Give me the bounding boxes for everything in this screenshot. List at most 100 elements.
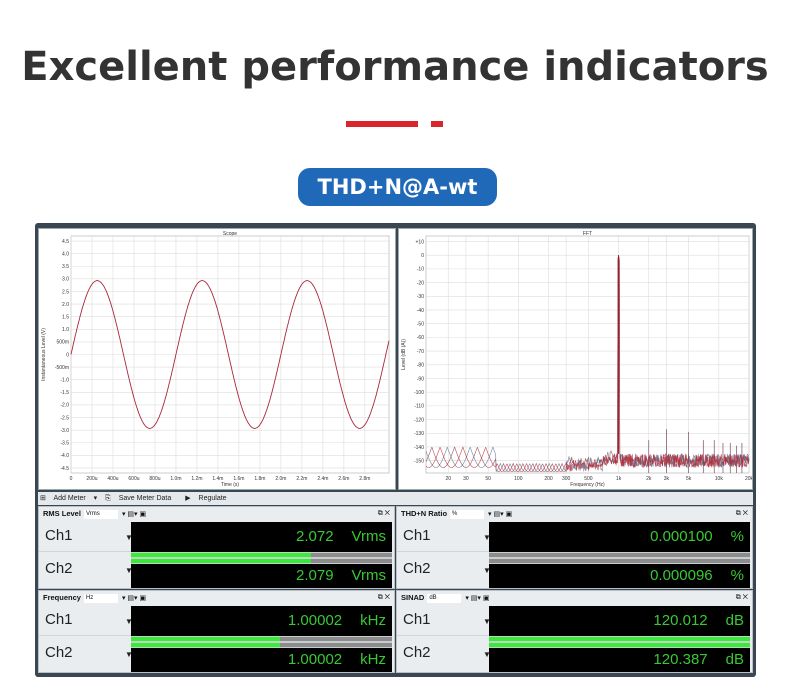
chart-title: Scope: [223, 231, 237, 237]
y-tick-label: 2.0: [62, 302, 69, 308]
regulate-button[interactable]: ▶ Regulate: [185, 495, 227, 502]
channel-dropdown[interactable]: ▼: [483, 566, 491, 575]
y-tick-label: -50: [417, 321, 424, 327]
x-tick-label: 1.2m: [191, 476, 202, 482]
meter-display-ch2: 120.387 dB: [489, 648, 750, 672]
x-tick-label: 300: [562, 476, 571, 482]
meter-display-ch2: 0.000096%: [489, 564, 750, 588]
x-tick-label: 1.8m: [254, 476, 265, 482]
x-tick-label: 20k: [745, 476, 752, 482]
close-icon[interactable]: ✕: [384, 594, 390, 601]
scope-graph[interactable]: Scope 0 200u 400u 600u 800u 1.0m 1.2m 1.4m 1.6m 1.…: [38, 228, 396, 490]
y-tick-label: -130: [414, 431, 424, 437]
x-tick-label: 5k: [686, 476, 692, 482]
channel-label: Ch2: [45, 560, 73, 577]
x-tick-label: 3k: [664, 476, 670, 482]
x-tick-label: 1.6m: [233, 476, 244, 482]
meter-bars: [489, 636, 750, 648]
y-tick-label: -2.0: [60, 403, 69, 409]
meter-toolbar: ⊞ Add Meter ▾ ⎘ Save Meter Data ▶ Regula…: [38, 492, 753, 505]
channel-dropdown[interactable]: ▼: [483, 533, 491, 542]
x-tick-label: 2.2m: [296, 476, 307, 482]
y-tick-label: -1.5: [60, 390, 69, 396]
popout-icon[interactable]: ⧉: [735, 594, 741, 601]
add-meter-button[interactable]: ⊞ Add Meter ▾: [40, 495, 98, 502]
channel-dropdown[interactable]: ▼: [125, 566, 133, 575]
unit-select[interactable]: Vrms: [83, 509, 118, 519]
meter-title: SINAD: [401, 593, 425, 602]
close-icon[interactable]: ✕: [742, 510, 748, 517]
meter-bars: [131, 636, 392, 648]
fft-graph[interactable]: FFT 20 30 50 100 200 300 500 1k 2k 3k 5k 10k 20k +10 0 -…: [398, 228, 754, 490]
meter-options-icon[interactable]: ▾ ▤▾ ▣: [488, 511, 513, 518]
y-tick-label: -3.5: [60, 441, 69, 447]
y-tick-label: 0: [421, 253, 424, 259]
x-tick-label: 100: [514, 476, 523, 482]
channel-dropdown[interactable]: ▼: [125, 650, 133, 659]
meter-options-icon[interactable]: ▾ ▤▾ ▣: [465, 595, 490, 602]
window-controls: ⧉ ✕: [736, 507, 748, 521]
unit-select[interactable]: %: [450, 509, 485, 519]
window-controls: ⧉ ✕: [378, 591, 390, 605]
channel-dropdown[interactable]: ▼: [483, 650, 491, 659]
close-icon[interactable]: ✕: [384, 510, 390, 517]
y-tick-label: -4.0: [60, 453, 69, 459]
meter-display-ch1: 1.00002 kHz: [131, 606, 392, 636]
meter-frequency: Frequency Hz ▾ ▤▾ ▣ ⧉ ✕ Ch1 ▼ Ch2 ▼ 1.00002…: [38, 590, 395, 673]
meter-options-icon[interactable]: ▾ ▤▾ ▣: [121, 511, 147, 518]
x-axis-label: Frequency (Hz): [570, 482, 605, 488]
channel-label: Ch2: [403, 644, 431, 661]
y-tick-label: -40: [417, 308, 424, 314]
meter-title: Frequency: [43, 593, 81, 602]
y-tick-label: -10: [417, 267, 424, 273]
level-bar-ch1: [131, 553, 392, 557]
popout-icon[interactable]: ⧉: [735, 510, 741, 517]
level-bar-ch1: [131, 637, 392, 641]
channel-label: Ch2: [45, 644, 73, 661]
x-tick-label: 50: [485, 476, 491, 482]
channel-dropdown[interactable]: ▼: [483, 617, 491, 626]
level-bar-ch1: [489, 553, 750, 557]
channel-dropdown[interactable]: ▼: [125, 617, 133, 626]
y-tick-label: -110: [414, 404, 424, 410]
y-tick-label: 0: [66, 352, 69, 358]
meter-sinad: SINAD dB ▾ ▤▾ ▣ ⧉ ✕ Ch1 ▼ Ch2 ▼ 120.012 dB 1…: [396, 590, 753, 673]
popout-icon[interactable]: ⧉: [377, 594, 383, 601]
meter-title: RMS Level: [43, 509, 81, 518]
close-icon[interactable]: ✕: [742, 594, 748, 601]
y-tick-label: -70: [417, 349, 424, 355]
y-tick-label: -4.5: [60, 466, 69, 472]
y-tick-label: -80: [417, 363, 424, 369]
meter-bars: [489, 552, 750, 564]
meter-options-icon[interactable]: ▾ ▤▾ ▣: [121, 595, 147, 602]
y-tick-label: +10: [416, 239, 425, 245]
x-tick-label: 2k: [646, 476, 652, 482]
y-tick-label: 3.5: [62, 264, 69, 270]
x-tick-label: 200: [544, 476, 553, 482]
chart-title: FFT: [583, 231, 592, 237]
y-tick-label: -500m: [55, 365, 69, 371]
y-tick-label: 4.0: [62, 251, 69, 257]
meter-title: THD+N Ratio: [401, 509, 448, 518]
x-tick-label: 1k: [616, 476, 622, 482]
x-tick-label: 200u: [86, 476, 97, 482]
unit-select[interactable]: Hz: [83, 593, 118, 603]
fft-trace: [425, 255, 750, 472]
scope-trace: [70, 280, 390, 429]
channel-dropdown[interactable]: ▼: [125, 533, 133, 542]
x-tick-label: 800u: [149, 476, 160, 482]
accent-dash: [346, 121, 418, 127]
x-tick-label: 500: [584, 476, 593, 482]
channel-label: Ch1: [403, 611, 431, 628]
y-tick-label: -100: [414, 390, 424, 396]
y-tick-label: -150: [414, 458, 424, 464]
popout-icon[interactable]: ⧉: [377, 510, 383, 517]
y-tick-label: -140: [414, 445, 424, 451]
unit-select[interactable]: dB: [427, 593, 462, 603]
x-tick-label: 30: [463, 476, 469, 482]
save-meter-data-button[interactable]: ⎘ Save Meter Data: [105, 495, 172, 502]
accent-dash-short: [431, 121, 443, 127]
y-tick-label: -20: [417, 280, 424, 286]
level-bar-ch2: [131, 559, 392, 563]
y-tick-label: 1.5: [62, 314, 69, 320]
